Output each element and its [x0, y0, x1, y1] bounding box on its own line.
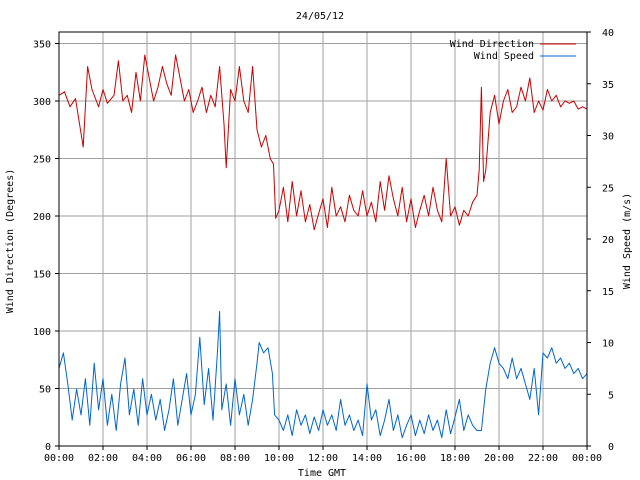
x-tick-label: 02:00 [88, 453, 118, 464]
x-tick-label: 22:00 [528, 453, 558, 464]
x-tick-label: 20:00 [484, 453, 514, 464]
y-right-axis: 0 5 10 15 20 25 30 35 40 [587, 28, 614, 453]
y-left-tick-label: 350 [33, 40, 51, 51]
x-tick-label: 18:00 [440, 453, 470, 464]
y-left-axis: 0 50 100 150 200 250 300 350 [33, 40, 59, 453]
y-right-tick-label: 20 [602, 235, 614, 246]
x-tick-label: 16:00 [396, 453, 426, 464]
y-left-tick-label: 100 [33, 327, 51, 338]
x-tick-label: 08:00 [220, 453, 250, 464]
x-tick-label: 14:00 [352, 453, 382, 464]
x-axis-label: Time GMT [298, 468, 346, 479]
y-right-tick-label: 15 [602, 287, 614, 298]
y-left-tick-label: 250 [33, 155, 51, 166]
y-left-tick-label: 300 [33, 97, 51, 108]
y-right-tick-label: 30 [602, 132, 614, 143]
y-left-tick-label: 50 [39, 385, 51, 396]
y-right-tick-label: 0 [608, 442, 614, 453]
y-left-tick-label: 150 [33, 270, 51, 281]
x-tick-label: 06:00 [176, 453, 206, 464]
y-right-tick-label: 35 [602, 80, 614, 91]
legend-label: Wind Direction [450, 39, 534, 50]
x-tick-label: 00:00 [44, 453, 74, 464]
chart-title: 24/05/12 [296, 11, 344, 22]
x-tick-label: 04:00 [132, 453, 162, 464]
series-line-wind-direction [58, 54, 588, 231]
y-left-axis-label: Wind Direction (Degrees) [5, 169, 16, 314]
x-tick-label: 12:00 [308, 453, 338, 464]
x-tick-label: 00:00 [572, 453, 602, 464]
y-right-axis-label: Wind Speed (m/s) [622, 193, 633, 289]
y-right-tick-label: 10 [602, 339, 614, 350]
y-left-tick-label: 200 [33, 212, 51, 223]
x-tick-label: 10:00 [264, 453, 294, 464]
y-right-tick-label: 5 [608, 390, 614, 401]
series-line-wind-speed [58, 310, 588, 439]
y-right-tick-label: 25 [602, 183, 614, 194]
series-layer [58, 54, 588, 439]
y-left-tick-label: 0 [45, 442, 51, 453]
x-axis: 00:00 02:00 04:00 06:00 08:00 10:00 12:00 14:00… [44, 446, 602, 464]
legend-label: Wind Speed [474, 51, 534, 62]
grid-lines [59, 32, 587, 446]
y-right-tick-label: 40 [602, 28, 614, 39]
